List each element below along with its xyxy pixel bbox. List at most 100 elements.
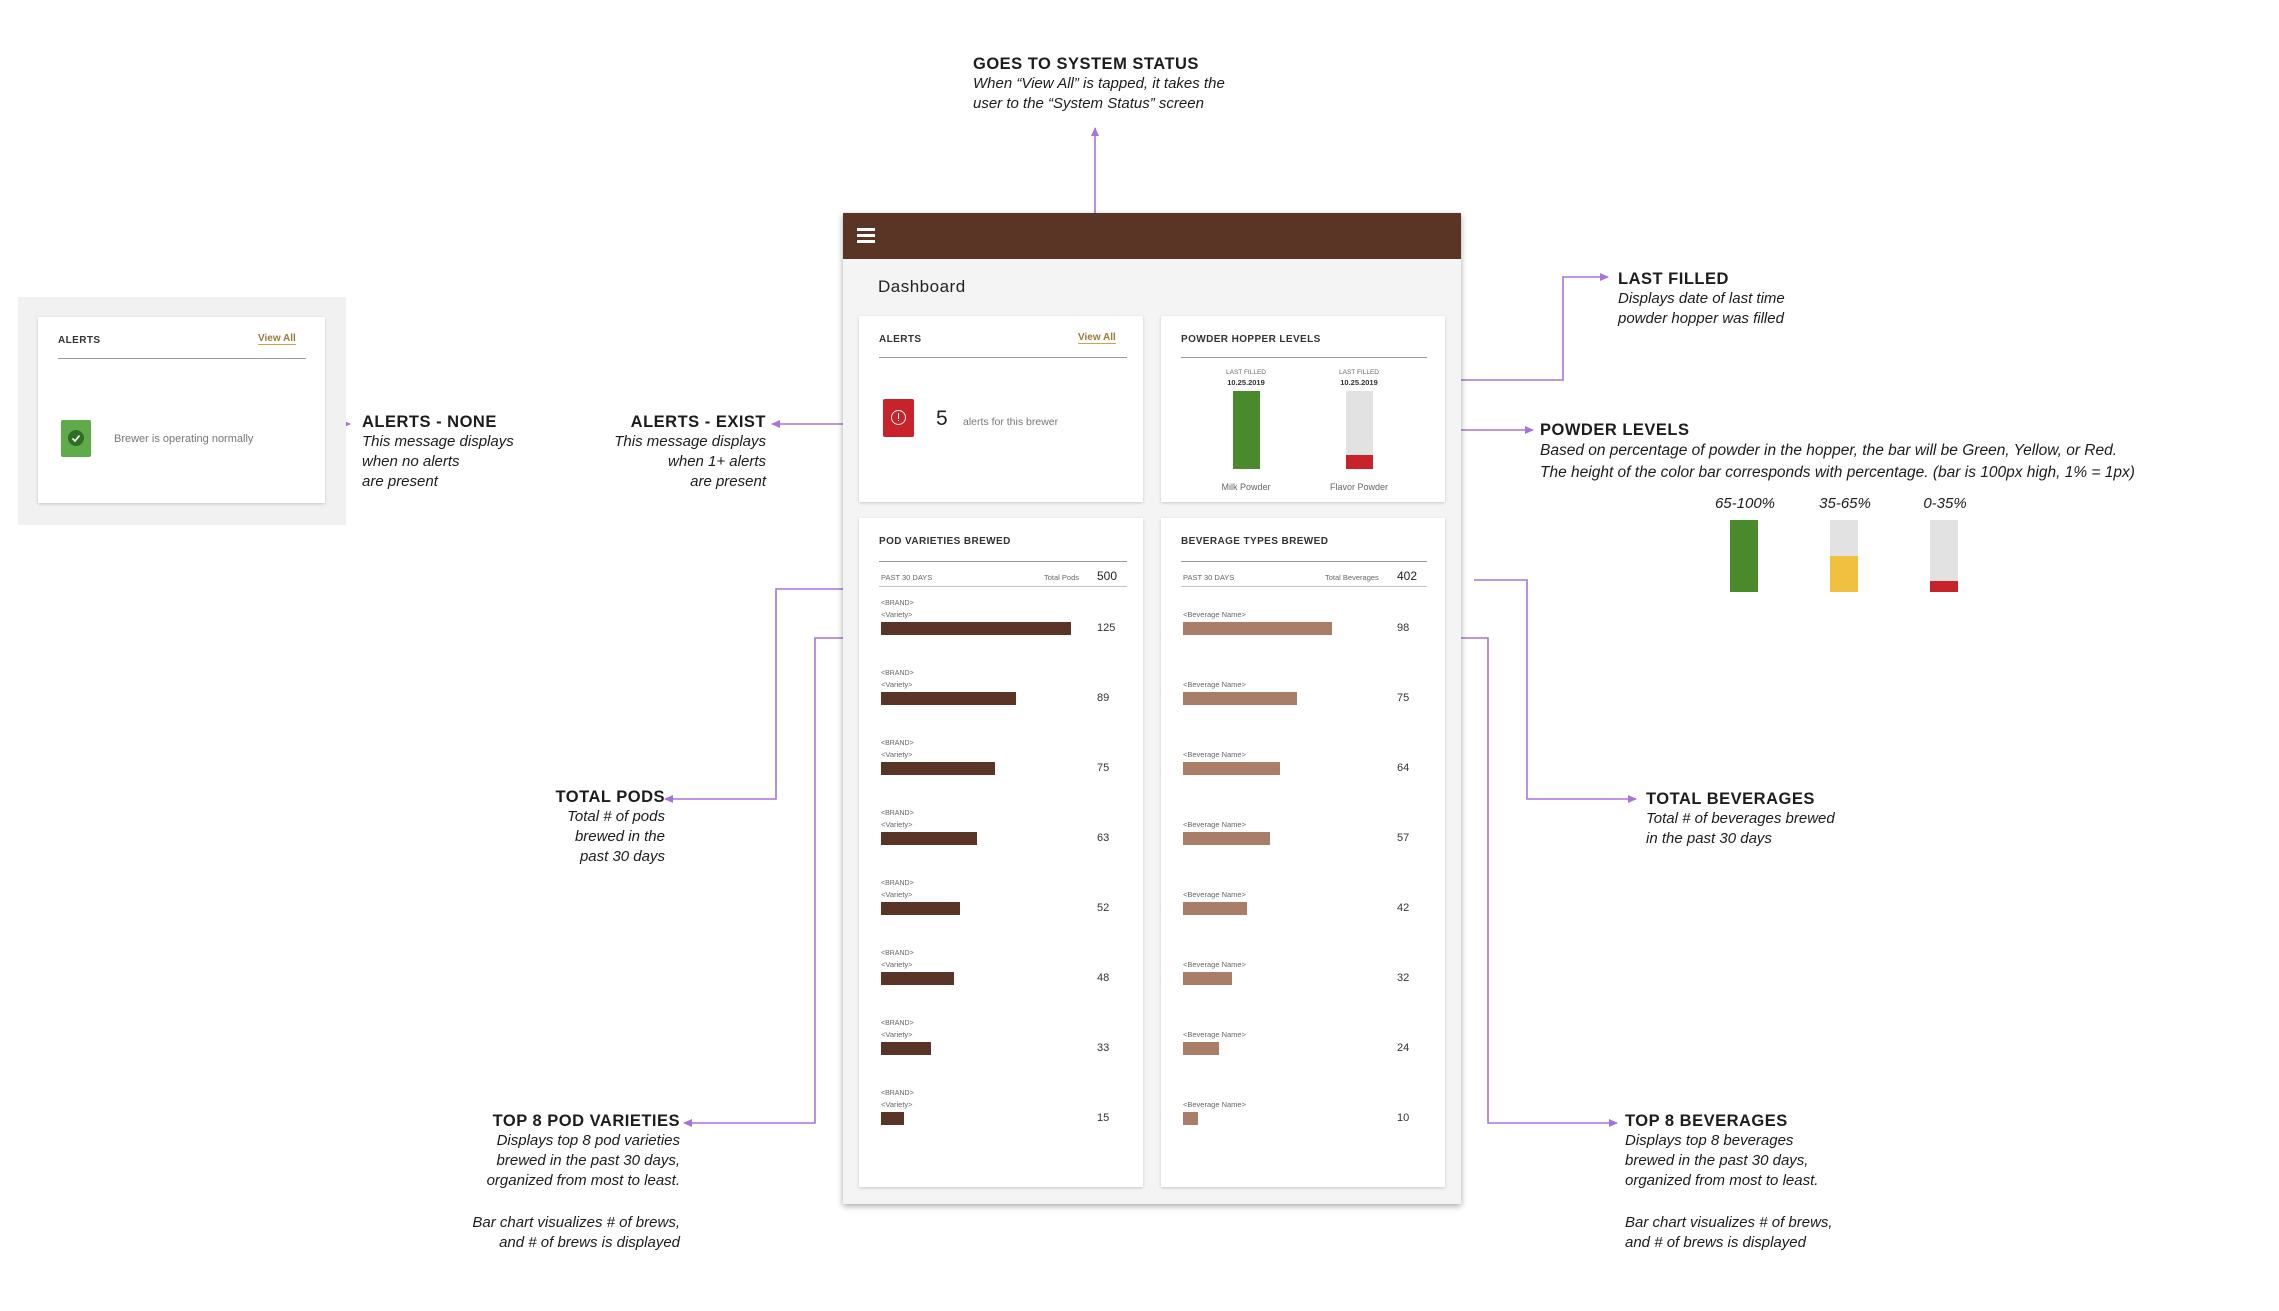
beverage-row: <Beverage Name> 64 (1161, 740, 1445, 800)
annotation-line: when 1+ alerts (668, 453, 766, 470)
annotation-spacer (1625, 1191, 1833, 1213)
annotation-title: TOTAL BEVERAGES (1646, 790, 1815, 808)
annotation-body: Based on percentage of powder in the hop… (1540, 440, 2135, 484)
alert-icon (883, 399, 914, 437)
last-filled-label: LAST FILLED (1339, 369, 1379, 376)
legend-label: 65-100% (1714, 495, 1776, 512)
annotation-line: are present (690, 473, 766, 490)
annotation-line: when no alerts (362, 453, 460, 470)
legend-item-high: 65-100% (1700, 494, 1790, 602)
beverage-name-label: <Beverage Name> (1183, 750, 1246, 759)
beverage-name-label: <Beverage Name> (1183, 890, 1246, 899)
bar (1183, 832, 1270, 845)
dashboard-screen: Dashboard ALERTS View All 5 alerts for t… (843, 213, 1461, 1204)
annotation-body: Displays top 8 pod varieties brewed in t… (380, 1131, 680, 1253)
annotation-line: organized from most to least. (486, 1172, 680, 1189)
hopper-milk: LAST FILLED 10.25.2019 Milk Powder (1206, 369, 1286, 494)
value-label: 57 (1397, 832, 1410, 844)
annotation-line: Bar chart visualizes # of brews, (472, 1214, 680, 1231)
view-all-link[interactable]: View All (1078, 332, 1116, 344)
alerts-none-panel: ALERTS View All Brewer is operating norm… (18, 297, 346, 525)
variety-label: <Variety> (881, 750, 913, 759)
beverage-row: <Beverage Name> 57 (1161, 810, 1445, 870)
value-label: 75 (1397, 692, 1410, 704)
alerts-card: ALERTS View All 5 alerts for this brewer (859, 316, 1143, 502)
brand-label: <BRAND> (881, 1090, 914, 1097)
card-title: ALERTS (879, 334, 922, 345)
annotation-line: This message displays (362, 433, 514, 450)
bar (881, 1042, 931, 1055)
bar (1183, 1042, 1219, 1055)
annotation-last-filled: LAST FILLED Displays date of last time p… (1618, 270, 1785, 329)
annotation-total-pods: TOTAL PODS Total # of pods brewed in the… (470, 788, 665, 867)
hopper-name: Flavor Powder (1329, 482, 1389, 492)
legend-item-low: 0-35% (1900, 494, 1990, 602)
total-pods-value: 500 (1097, 569, 1118, 583)
annotation-title: LAST FILLED (1618, 270, 1729, 288)
annotation-top8-pods: TOP 8 POD VARIETIES Displays top 8 pod v… (380, 1112, 680, 1253)
annotation-alerts-exist: ALERTS - EXIST This message displays whe… (560, 413, 766, 492)
value-label: 15 (1097, 1112, 1110, 1124)
beverage-bar-chart: <Beverage Name> 98 <Beverage Name> 75 <Bever… (1161, 600, 1445, 1170)
annotation-line: This message displays (614, 433, 766, 450)
variety-label: <Variety> (881, 610, 913, 619)
hamburger-icon[interactable] (857, 228, 875, 243)
beverage-row: <Beverage Name> 10 (1161, 1090, 1445, 1150)
legend-level-fill (1830, 556, 1858, 592)
bar (881, 832, 977, 845)
divider (1181, 586, 1427, 587)
divider (879, 561, 1127, 562)
annotation-line: user to the “System Status” screen (973, 95, 1204, 112)
legend-bar (1930, 520, 1958, 592)
divider (58, 358, 306, 359)
annotation-body: When “View All” is tapped, it takes the … (973, 74, 1225, 114)
value-label: 63 (1097, 832, 1110, 844)
last-filled-label: LAST FILLED (1226, 369, 1266, 376)
card-title: POWDER HOPPER LEVELS (1181, 334, 1321, 345)
divider (1181, 357, 1427, 358)
value-label: 98 (1397, 622, 1410, 634)
bar (1183, 1112, 1198, 1125)
beverage-name-label: <Beverage Name> (1183, 680, 1246, 689)
annotation-line: Displays top 8 beverages (1625, 1132, 1794, 1149)
value-label: 52 (1097, 902, 1110, 914)
annotation-title: TOP 8 BEVERAGES (1625, 1112, 1788, 1130)
brand-label: <BRAND> (881, 670, 914, 677)
divider (879, 586, 1127, 587)
alerts-none-message: Brewer is operating normally (114, 433, 254, 445)
value-label: 32 (1397, 972, 1410, 984)
bar (1183, 762, 1280, 775)
legend-bar (1730, 520, 1758, 592)
variety-label: <Variety> (881, 1030, 913, 1039)
legend-level-fill (1930, 581, 1958, 592)
value-label: 125 (1097, 622, 1116, 634)
hopper-flavor: LAST FILLED 10.25.2019 Flavor Powder (1319, 369, 1399, 494)
total-pods-label: Total Pods (1044, 573, 1080, 582)
annotation-line: Total # of pods (567, 808, 665, 825)
page-title: Dashboard (878, 277, 966, 296)
bar (881, 1112, 904, 1125)
annotation-line: and # of brews is displayed (1625, 1234, 1806, 1251)
pod-row: <BRAND> <Variety> 125 (859, 600, 1143, 660)
annotation-body: Total # of pods brewed in the past 30 da… (470, 807, 665, 867)
beverage-name-label: <Beverage Name> (1183, 1100, 1246, 1109)
hopper-level-bar (1346, 391, 1373, 469)
beverage-row: <Beverage Name> 75 (1161, 670, 1445, 730)
annotation-top8-beverages: TOP 8 BEVERAGES Displays top 8 beverages… (1625, 1112, 1833, 1253)
annotation-line: The height of the color bar corresponds … (1540, 464, 2135, 481)
view-all-link[interactable]: View All (258, 333, 296, 345)
pod-row: <BRAND> <Variety> 75 (859, 740, 1143, 800)
annotation-line: organized from most to least. (1625, 1172, 1819, 1189)
annotation-alerts-none: ALERTS - NONE This message displays when… (362, 413, 514, 492)
total-beverages-value: 402 (1397, 569, 1418, 583)
annotation-line: Bar chart visualizes # of brews, (1625, 1214, 1833, 1231)
bar (881, 622, 1071, 635)
annotation-body: This message displays when no alerts are… (362, 432, 514, 492)
value-label: 10 (1397, 1112, 1410, 1124)
divider (879, 357, 1127, 358)
connector-total-beverages (1474, 579, 1637, 803)
pod-bar-chart: <BRAND> <Variety> 125 <BRAND> <Variety> 89 <BR… (859, 600, 1143, 1170)
annotation-spacer (380, 1191, 680, 1213)
beverage-types-card: BEVERAGE TYPES BREWED PAST 30 DAYS Total… (1161, 518, 1445, 1187)
beverage-row: <Beverage Name> 32 (1161, 950, 1445, 1010)
